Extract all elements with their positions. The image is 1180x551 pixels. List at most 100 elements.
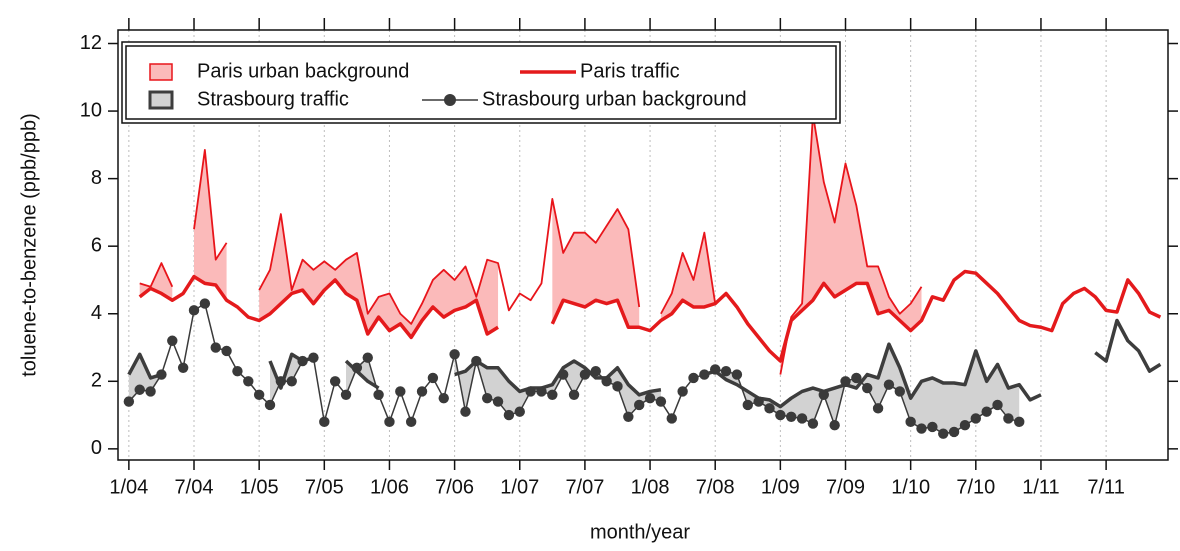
- marker: [481, 392, 493, 404]
- y-tick-label: 2: [91, 370, 102, 392]
- x-tick-label: 1/09: [761, 476, 800, 498]
- marker: [340, 389, 352, 401]
- legend-label: Paris traffic: [580, 60, 680, 82]
- marker: [633, 399, 645, 411]
- y-tick-label: 8: [91, 167, 102, 189]
- band-fill: [139, 263, 173, 301]
- marker: [612, 381, 623, 392]
- axes: 1/04 7/04 1/05 7/05 1/06 7/06 1/07 7/07 1/08 7/08…: [80, 18, 1178, 498]
- x-tick-label: 7/09: [826, 476, 865, 498]
- marker: [188, 305, 200, 316]
- marker: [699, 369, 710, 380]
- x-tick-label: 1/08: [631, 476, 670, 498]
- marker: [905, 416, 916, 428]
- marker: [883, 379, 895, 390]
- marker: [1003, 413, 1014, 424]
- x-tick-label: 7/06: [435, 476, 474, 498]
- marker: [503, 409, 515, 421]
- band-fill: [194, 149, 227, 301]
- marker: [992, 399, 1003, 411]
- x-tick-label: 1/11: [1022, 476, 1059, 498]
- marker: [644, 392, 656, 404]
- x-tick-label: 1/04: [109, 476, 148, 498]
- marker: [405, 416, 417, 428]
- legend-label: Strasbourg urban background: [482, 88, 747, 110]
- legend-frame-inner: [125, 45, 837, 120]
- y-tick-label: 12: [80, 32, 102, 54]
- marker: [264, 399, 276, 411]
- marker: [308, 352, 319, 363]
- x-tick-label: 1/10: [891, 476, 930, 498]
- marker: [938, 428, 949, 439]
- marker: [525, 386, 536, 397]
- marker: [536, 386, 547, 397]
- marker: [449, 349, 460, 360]
- marker: [1014, 416, 1025, 428]
- marker: [623, 411, 634, 422]
- marker: [959, 420, 971, 431]
- marker: [547, 389, 558, 401]
- marker: [514, 406, 525, 417]
- marker: [167, 335, 178, 346]
- marker: [916, 423, 927, 434]
- marker: [677, 386, 688, 397]
- marker: [796, 413, 808, 424]
- series-line: [127, 318, 1162, 409]
- marker: [373, 389, 384, 401]
- marker: [123, 396, 135, 407]
- legend-swatch: [149, 63, 173, 81]
- series-line: [138, 269, 1162, 363]
- marker: [720, 365, 732, 377]
- marker: [601, 376, 612, 387]
- band-fill: [454, 354, 661, 417]
- marker: [232, 365, 243, 377]
- marker: [438, 392, 449, 404]
- x-tick-label: 7/04: [175, 476, 214, 498]
- marker: [753, 396, 764, 407]
- marker: [243, 376, 254, 387]
- marker: [862, 382, 873, 394]
- marker: [134, 384, 145, 395]
- marker: [319, 416, 330, 428]
- marker: [807, 418, 819, 429]
- x-tick-label: 7/08: [696, 476, 735, 498]
- marker: [275, 376, 287, 387]
- marker: [742, 399, 753, 411]
- x-axis-label: month/year: [590, 521, 690, 543]
- marker: [427, 372, 439, 384]
- y-tick-label: 6: [91, 234, 102, 256]
- legend-swatch: [148, 90, 174, 110]
- marker: [829, 420, 840, 431]
- marker: [579, 369, 591, 380]
- band-fill: [128, 354, 162, 402]
- marker: [851, 372, 862, 384]
- marker: [568, 389, 580, 401]
- marker: [927, 421, 938, 433]
- legend: Paris urban background Paris traffic Stras…: [121, 41, 841, 124]
- marker: [764, 403, 775, 414]
- marker: [221, 345, 232, 357]
- marker: [351, 362, 363, 373]
- legend-label: Paris urban background: [197, 60, 409, 82]
- legend-frame: [121, 41, 841, 124]
- marker: [384, 416, 395, 428]
- marker: [329, 376, 341, 387]
- y-tick-label: 0: [91, 437, 102, 459]
- plot-frame: [117, 29, 1169, 461]
- marker: [286, 376, 297, 387]
- marker: [177, 362, 189, 373]
- marker: [156, 369, 167, 380]
- band-fill: [552, 198, 640, 328]
- band-fill: [259, 214, 499, 338]
- marker: [948, 426, 960, 438]
- marker: [840, 376, 851, 387]
- marker: [297, 355, 308, 367]
- marker: [688, 372, 699, 384]
- marker: [590, 365, 601, 377]
- marker: [471, 355, 482, 367]
- marker: [710, 364, 721, 375]
- band-fill: [660, 232, 716, 321]
- marker: [731, 369, 743, 380]
- band-fill: [780, 114, 922, 375]
